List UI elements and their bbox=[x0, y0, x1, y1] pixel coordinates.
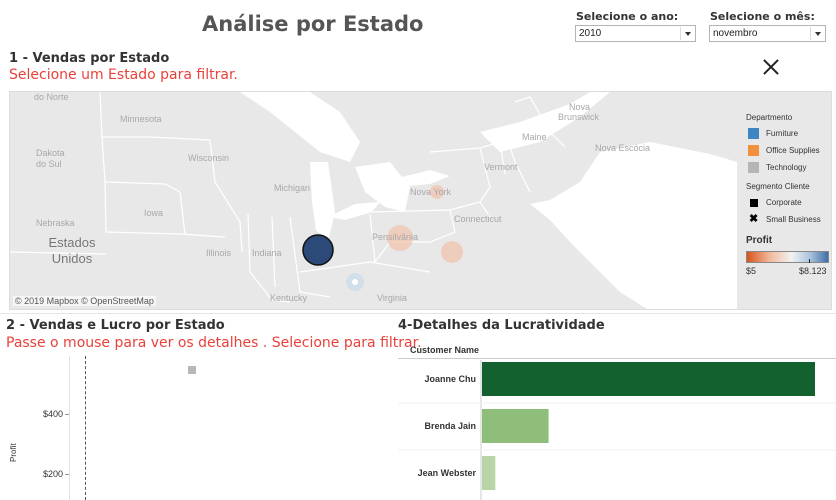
map-legend: Departmento Furniture Office Supplies Te… bbox=[737, 92, 831, 309]
customer-label: Joanne Chu bbox=[424, 374, 476, 384]
map-label: Vermont bbox=[484, 162, 518, 172]
state-bubble bbox=[430, 185, 444, 199]
state-bubble bbox=[387, 225, 413, 251]
map-label: Virginia bbox=[377, 293, 407, 303]
map-label: Nova bbox=[569, 102, 591, 112]
customer-column-header: Customer Name bbox=[398, 345, 836, 359]
st-lawrence bbox=[480, 92, 610, 152]
page-title: Análise por Estado bbox=[202, 12, 424, 36]
lake-huron bbox=[355, 162, 410, 212]
map-attribution[interactable]: © 2019 Mapbox © OpenStreetMap bbox=[13, 296, 156, 306]
legend-label: Small Business bbox=[766, 215, 821, 224]
month-filter-label: Selecione o mês: bbox=[710, 10, 815, 23]
chevron-down-icon bbox=[685, 32, 691, 36]
customer-profit-bar-chart[interactable]: Joanne Chu Brenda Jain Jean Webster bbox=[398, 360, 836, 500]
section2-hint: Passe o mouse para ver os detalhes . Sel… bbox=[6, 335, 422, 351]
map-label: do Sul bbox=[36, 159, 62, 169]
header-rule bbox=[398, 358, 836, 359]
office-supplies-swatch bbox=[748, 145, 759, 156]
map-label: Connecticut bbox=[454, 214, 502, 224]
map-label: Indiana bbox=[252, 248, 282, 258]
customer-label: Jean Webster bbox=[418, 468, 477, 478]
lake-ontario bbox=[390, 170, 450, 187]
y-axis-title: Profit bbox=[9, 443, 18, 462]
lake-michigan bbox=[310, 162, 335, 242]
year-select-value: 2010 bbox=[579, 28, 602, 39]
map-label: do Norte bbox=[34, 92, 69, 102]
state-bubble-marker bbox=[352, 279, 358, 285]
y-tick-mark bbox=[65, 474, 69, 475]
selected-state-bubble bbox=[302, 234, 334, 266]
section-divider bbox=[0, 313, 836, 314]
map-label-country: Estados Unidos bbox=[44, 235, 100, 267]
map-label: Brunswick bbox=[558, 112, 600, 122]
customer-profit-bar[interactable] bbox=[482, 362, 815, 396]
month-select[interactable]: novembro bbox=[709, 25, 826, 42]
technology-swatch bbox=[748, 162, 759, 173]
map-label: Estados bbox=[48, 235, 96, 250]
section1-hint: Selecione um Estado para filtrar. bbox=[9, 67, 238, 83]
section2-title: 2 - Vendas e Lucro por Estado bbox=[6, 318, 225, 333]
map-label: Iowa bbox=[144, 208, 164, 218]
map-label: Maine bbox=[522, 132, 547, 142]
map-label: Nova Escócia bbox=[595, 143, 651, 153]
profit-ramp-tick bbox=[809, 259, 810, 263]
month-select-value: novembro bbox=[713, 28, 758, 39]
year-select[interactable]: 2010 bbox=[575, 25, 696, 42]
department-legend-title: Departmento bbox=[746, 113, 793, 122]
profit-max-label: $8.123 bbox=[799, 266, 827, 276]
map-geometry bbox=[10, 92, 737, 309]
map-label: Kentucky bbox=[270, 293, 308, 303]
map-label: Illinois bbox=[206, 248, 232, 258]
profit-legend-title: Profit bbox=[746, 235, 773, 246]
profit-color-ramp bbox=[746, 251, 829, 263]
lake-erie bbox=[328, 202, 380, 220]
atlantic-ocean bbox=[530, 142, 737, 309]
map-label: Wisconsin bbox=[188, 153, 230, 163]
reference-line bbox=[85, 356, 86, 500]
month-select-divider bbox=[810, 27, 811, 40]
map-label: Minnesota bbox=[120, 114, 162, 124]
customer-profit-bar[interactable] bbox=[482, 456, 496, 490]
y-tick-label: $400 bbox=[43, 409, 64, 419]
map-label: Unidos bbox=[51, 251, 93, 266]
map-label: Nova York bbox=[410, 187, 452, 197]
legend-label: Corporate bbox=[766, 198, 802, 207]
map-label: Pensilvânia bbox=[372, 232, 419, 242]
state-bubble bbox=[441, 241, 463, 263]
customer-label: Brenda Jain bbox=[424, 421, 476, 431]
customer-profit-bar[interactable] bbox=[482, 409, 549, 443]
map-label: Dakota bbox=[36, 148, 65, 158]
lake-superior bbox=[240, 92, 360, 162]
map-label: Nebraska bbox=[36, 218, 75, 228]
cross-icon: ✖ bbox=[749, 213, 759, 225]
legend-label: Technology bbox=[766, 163, 807, 172]
legend-label: Office Supplies bbox=[766, 146, 820, 155]
close-icon[interactable] bbox=[762, 58, 780, 76]
furniture-swatch bbox=[748, 128, 759, 139]
state-borders bbox=[10, 92, 566, 303]
chevron-down-icon bbox=[815, 32, 821, 36]
profit-min-label: $5 bbox=[746, 266, 757, 276]
y-tick-label: $200 bbox=[43, 469, 64, 479]
year-filter-label: Selecione o ano: bbox=[576, 10, 679, 23]
square-icon bbox=[750, 199, 758, 207]
states-map[interactable]: do Norte Minnesota Dakota do Sul Wiscons… bbox=[9, 91, 832, 310]
segment-legend-title: Segmento Cliente bbox=[746, 182, 810, 191]
data-point-square[interactable] bbox=[188, 366, 196, 374]
legend-label: Furniture bbox=[766, 129, 799, 138]
sales-profit-chart[interactable]: $400 $200 Profit bbox=[0, 356, 393, 500]
year-select-divider bbox=[680, 27, 681, 40]
column-header-label: Customer Name bbox=[410, 345, 480, 355]
map-label: Michigan bbox=[274, 183, 311, 193]
y-tick-mark bbox=[65, 414, 69, 415]
section1-title: 1 - Vendas por Estado bbox=[9, 51, 170, 66]
y-axis-line bbox=[69, 356, 70, 500]
section4-title: 4-Detalhes da Lucratividade bbox=[398, 318, 605, 333]
